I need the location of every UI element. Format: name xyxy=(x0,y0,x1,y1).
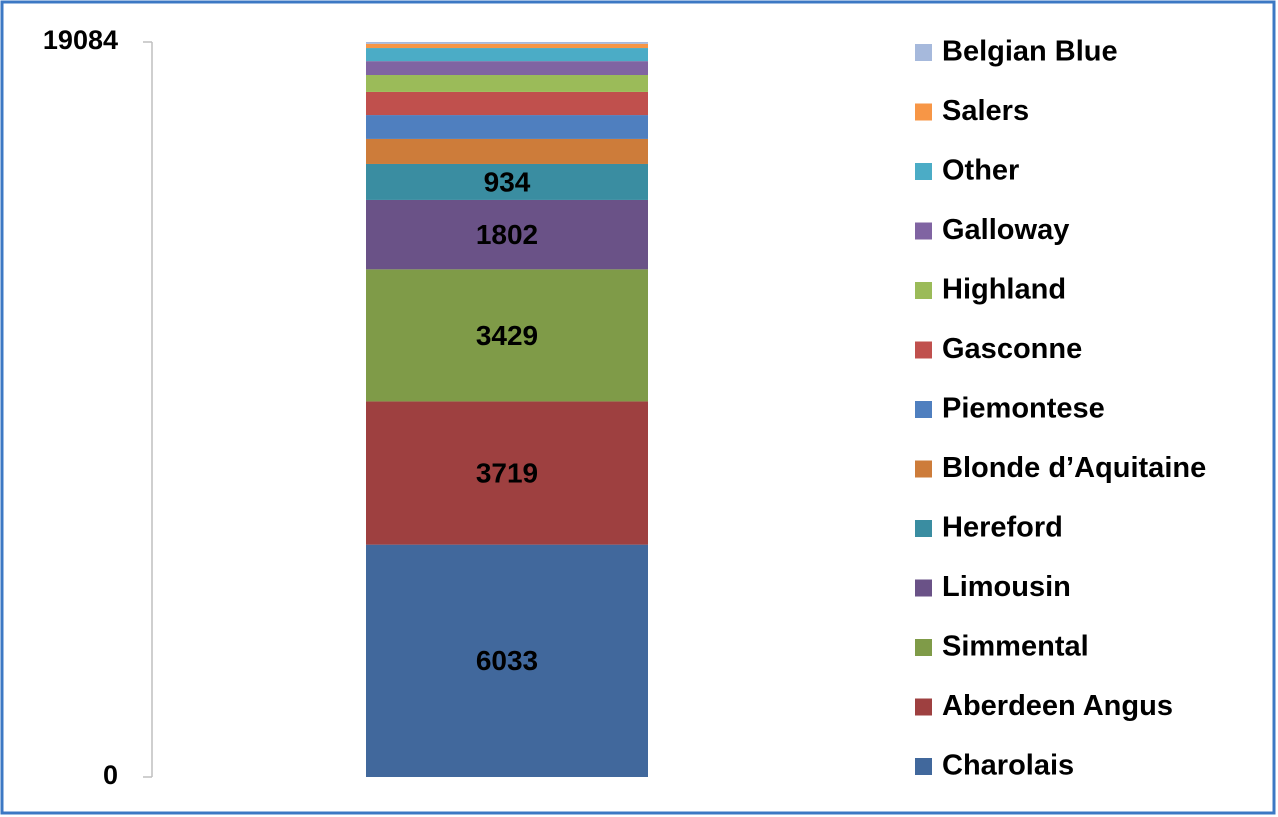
legend-swatch xyxy=(915,401,932,418)
y-tick-label: 0 xyxy=(103,760,118,790)
legend-label: Salers xyxy=(942,95,1029,127)
legend-swatch xyxy=(915,222,932,240)
legend-label: Galloway xyxy=(942,214,1069,246)
data-label: 3719 xyxy=(476,457,538,488)
bar-segment xyxy=(366,544,648,777)
legend-swatch xyxy=(915,579,932,597)
legend-swatch xyxy=(915,103,932,121)
data-label: 1802 xyxy=(476,219,538,250)
legend-label: Aberdeen Angus xyxy=(942,690,1173,722)
legend-swatch xyxy=(915,520,932,537)
bar-segment xyxy=(366,42,648,44)
bar-segment xyxy=(366,75,648,92)
legend-label: Blonde d’Aquitaine xyxy=(942,452,1206,484)
legend-label: Simmental xyxy=(942,631,1089,663)
bar-segment xyxy=(366,401,648,545)
data-label: 6033 xyxy=(476,645,538,676)
legend-label: Gasconne xyxy=(942,333,1082,365)
legend-swatch xyxy=(915,460,932,478)
bar-segment xyxy=(366,43,648,49)
bar-segment xyxy=(366,115,648,139)
y-tick-label: 19084 xyxy=(43,25,118,55)
bar-segment xyxy=(366,91,648,116)
legend-label: Piemontese xyxy=(942,393,1105,425)
bar-segment xyxy=(366,269,648,402)
data-label: 3429 xyxy=(476,320,538,351)
legend-swatch xyxy=(915,698,932,716)
bar-segment xyxy=(366,163,648,200)
legend-swatch xyxy=(915,341,932,359)
legend-swatch xyxy=(915,44,932,61)
bar-segment xyxy=(366,138,648,164)
legend-label: Charolais xyxy=(942,750,1074,782)
bar-segment xyxy=(366,48,648,62)
legend-swatch xyxy=(915,639,932,656)
legend-swatch xyxy=(915,282,932,299)
legend-label: Hereford xyxy=(942,512,1063,544)
bar-segment xyxy=(366,61,648,76)
legend-label: Belgian Blue xyxy=(942,36,1118,68)
data-label: 934 xyxy=(484,166,531,197)
legend-swatch xyxy=(915,163,932,180)
legend-swatch xyxy=(915,758,932,775)
legend-label: Limousin xyxy=(942,571,1071,603)
legend-label: Other xyxy=(942,155,1019,187)
bar-segment xyxy=(366,199,648,270)
legend-label: Highland xyxy=(942,274,1066,306)
